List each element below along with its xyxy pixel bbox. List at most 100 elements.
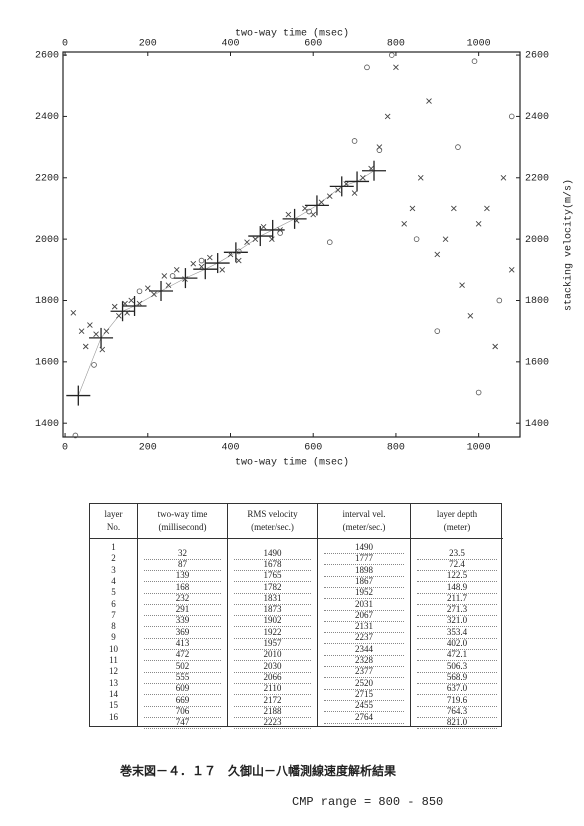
table-cell: 4 (111, 575, 116, 586)
o-marker (198, 257, 205, 264)
table-cell: 2031 (324, 599, 404, 611)
pick-marker (329, 176, 354, 197)
table-column: layer No. 1 2 3 4 5 6 7 8 9 10 11 12 13 14 15 16 (90, 504, 138, 726)
table-cell: 6 (111, 598, 116, 609)
o-marker (306, 208, 312, 215)
x-tick-label: 800 (387, 443, 405, 454)
header-text: (meter/sec.) (342, 522, 386, 532)
x-marker (426, 98, 432, 104)
y-tick-label-right: 1600 (525, 357, 549, 368)
o-marker (364, 64, 370, 71)
table-header: RMS velocity (meter/sec.) (228, 504, 317, 539)
table-cell: 2010 (234, 649, 311, 662)
table-cell: 16 (109, 711, 118, 722)
table-cell: 139 (144, 570, 221, 583)
pick-marker (223, 242, 248, 263)
table-cell: 10 (109, 643, 118, 654)
table-cell: 1922 (234, 627, 311, 639)
x-marker (161, 273, 168, 279)
table-cell: 609 (144, 683, 221, 696)
x-marker (198, 263, 205, 270)
table-cell: 2188 (234, 706, 311, 718)
table-cell: 271.3 (417, 604, 497, 617)
table-cell: 2131 (324, 621, 404, 634)
x-tick-label-top: 600 (304, 39, 322, 50)
table-cell: 13 (109, 677, 118, 688)
table-cell: 2066 (234, 672, 311, 684)
table-cell: 12 (109, 666, 118, 677)
y-tick-label: 2400 (35, 112, 59, 123)
note: CMP range = 800 - 850 (292, 795, 444, 809)
y-tick-label-right: 1400 (525, 419, 549, 430)
table-cell: 369 (144, 627, 221, 639)
x-marker (492, 343, 499, 350)
table-column: two-way time (millisecond) 32 87 139 168 232 29… (138, 504, 228, 730)
table-cell: 211.7 (417, 593, 497, 605)
x-marker (401, 220, 408, 227)
y-tick-label-right: 2200 (525, 173, 549, 184)
header-text: layer depth (436, 509, 478, 519)
pick-marker (110, 301, 135, 322)
header-text: No. (106, 522, 121, 532)
table-cell: 2377 (324, 666, 404, 679)
table-header: layer depth (meter) (411, 504, 503, 539)
x-marker (190, 260, 197, 267)
o-marker (169, 273, 176, 279)
table-cell: 568.9 (417, 672, 497, 684)
x-tick-label: 400 (221, 443, 239, 454)
table-cell: 2237 (324, 632, 404, 645)
table-cell: 1490 (234, 548, 311, 560)
pick-marker (304, 195, 329, 216)
table-cell: 1898 (324, 565, 404, 577)
x-tick-label-top: 200 (139, 39, 157, 50)
y-tick-label-right: 2000 (525, 235, 549, 246)
o-marker (475, 389, 482, 396)
header-text: (meter) (443, 522, 471, 532)
x-marker (500, 174, 507, 181)
table-cell: 747 (144, 717, 221, 730)
table-cell: 11 (109, 655, 118, 665)
x-marker (508, 266, 515, 273)
header-text: layer (104, 509, 123, 519)
table-cell: 148.9 (417, 582, 497, 594)
x-marker (475, 220, 482, 227)
x-marker (128, 297, 135, 304)
x-marker (70, 309, 77, 316)
table-cell: 706 (144, 706, 221, 718)
x-marker (82, 343, 89, 350)
table-cell: 472.1 (417, 649, 497, 662)
table-cell: 2344 (324, 644, 404, 656)
table-cell: 764.3 (417, 706, 497, 718)
table-cell: 7 (111, 609, 116, 620)
table-cell: 32 (144, 548, 221, 560)
table-cell: 2223 (234, 717, 311, 730)
table-cell: 1867 (324, 576, 404, 588)
x-marker (165, 282, 172, 288)
table-header: two-way time (millisecond) (138, 504, 227, 539)
o-marker (351, 138, 358, 144)
table-cell: 2172 (234, 695, 311, 707)
x-marker (235, 257, 242, 264)
table-cell: 402.0 (417, 638, 497, 651)
x-marker (484, 205, 490, 212)
table-cell: 2067 (324, 610, 404, 622)
x-marker (252, 236, 259, 242)
x-marker (442, 236, 449, 242)
table-cell: 1957 (234, 638, 311, 651)
x-marker (343, 181, 350, 187)
x-marker (467, 313, 474, 319)
x-marker (310, 211, 317, 218)
header-text: RMS velocity (247, 509, 298, 519)
pick-marker (149, 280, 174, 301)
x-marker (360, 174, 366, 181)
x-marker (144, 285, 151, 292)
x-marker (227, 251, 234, 258)
x-marker (111, 303, 118, 310)
o-marker (455, 144, 461, 150)
x-marker (207, 254, 213, 261)
header-text: (meter/sec.) (251, 522, 294, 532)
header-text: interval vel. (342, 509, 386, 519)
x-marker (78, 328, 85, 334)
table-cell: 8 (111, 621, 116, 632)
